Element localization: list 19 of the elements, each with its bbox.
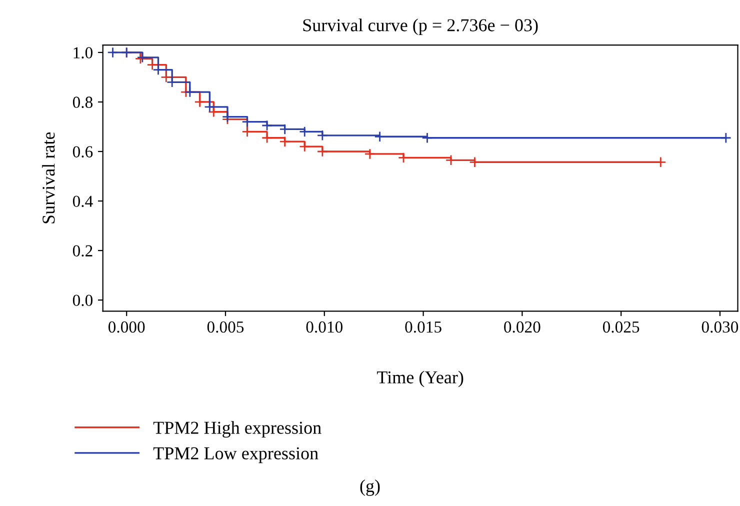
y-tick-label: 0.0 [72, 294, 92, 306]
text: (g) [360, 479, 380, 496]
x-tick-label: 0.010 [306, 321, 343, 333]
legend-label: TPM2 Low expression [153, 447, 318, 464]
y-axis-title: Survival rate [42, 132, 55, 224]
x-tick-label: 0.025 [602, 321, 640, 333]
x-tick-label: 0.020 [504, 321, 540, 333]
y-tick-label: 0.8 [72, 96, 92, 108]
y-tick-label: 1.0 [74, 47, 92, 58]
legend-label: TPM2 High expression [153, 421, 322, 438]
x-tick-label: 0.030 [702, 321, 738, 333]
x-tick-label: 0.015 [405, 321, 442, 333]
y-tick-label: 0.2 [72, 245, 92, 257]
chart-title: Survival curve (p = 2.736e − 03) [303, 18, 538, 35]
x-axis-title: Time (Year) [377, 370, 464, 388]
y-tick-label: 0.6 [72, 146, 93, 158]
y-tick-label: 0.4 [72, 196, 93, 208]
x-tick-label: 0.000 [108, 321, 145, 333]
x-tick-label: 0.005 [207, 321, 244, 333]
